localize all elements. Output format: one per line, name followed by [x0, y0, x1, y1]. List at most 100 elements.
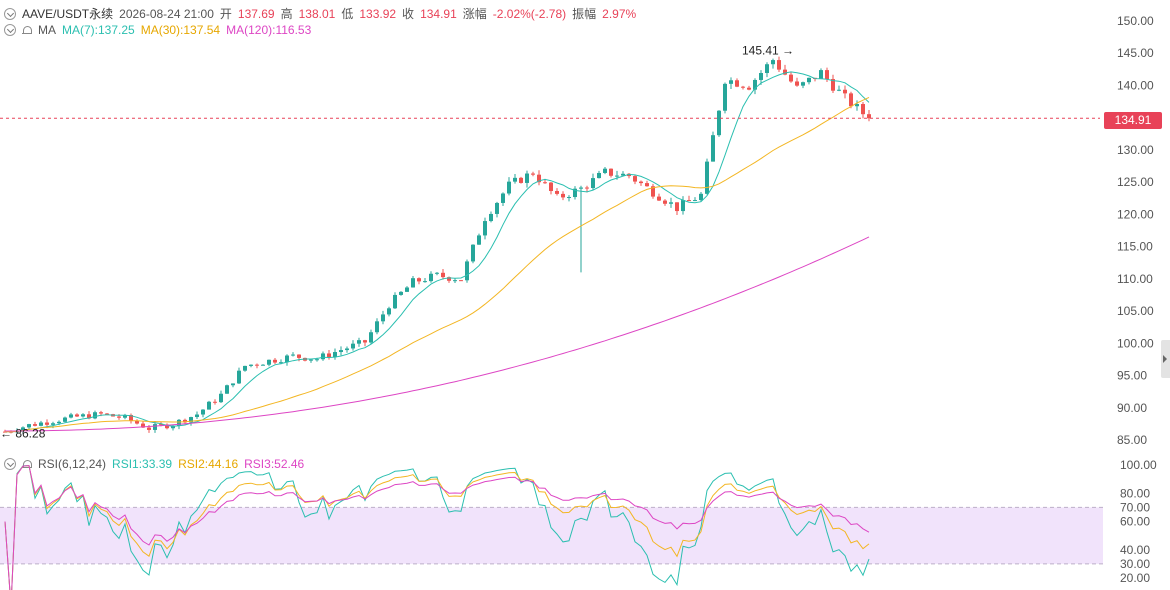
candle-body: [651, 186, 655, 197]
price-tick-label: 145.00: [1117, 46, 1154, 60]
collapse-chevron-icon[interactable]: [4, 458, 16, 470]
candle-body: [423, 281, 427, 283]
price-tick-label: 130.00: [1117, 143, 1154, 157]
candle-body: [753, 79, 757, 90]
rsi3-line: [4, 465, 870, 590]
candle-body: [219, 393, 223, 403]
change-label: 涨幅: [462, 7, 487, 21]
candle-body: [129, 414, 133, 421]
rsi-tick-label: 40.00: [1120, 543, 1150, 557]
candle-body: [585, 187, 589, 189]
rsi-label: RSI(6,12,24): [38, 457, 107, 471]
candle-body: [45, 422, 49, 425]
candle-body: [357, 340, 361, 344]
candle-body: [867, 114, 871, 119]
candle-body: [819, 70, 823, 79]
bell-icon[interactable]: [22, 25, 32, 35]
amplitude-value: 2.97%: [602, 6, 637, 21]
candle-body: [483, 221, 487, 236]
candle-body: [57, 421, 61, 424]
close-label: 收: [402, 7, 415, 21]
candle-body: [267, 359, 271, 365]
candle-body: [615, 175, 619, 177]
candle-body: [405, 287, 409, 292]
price-tick-label: 115.00: [1117, 240, 1153, 254]
candle-body: [579, 187, 583, 189]
candle-body: [69, 414, 73, 418]
candle-body: [399, 291, 403, 295]
price-tick-label: 150.00: [1117, 14, 1154, 28]
candle-body: [807, 77, 811, 83]
candle-body: [351, 343, 355, 349]
candle-body: [723, 83, 727, 111]
candle-body: [411, 278, 415, 288]
candle-body: [339, 350, 343, 353]
rsi-tick-label: 70.00: [1120, 500, 1150, 514]
candle-body: [765, 64, 769, 74]
candle-body: [261, 364, 265, 366]
candle-body: [159, 424, 163, 426]
rsi-tick-label: 80.00: [1120, 486, 1150, 500]
candle-body: [171, 425, 175, 429]
rsi2-value: RSI2:44.16: [178, 457, 239, 471]
candle-body: [195, 414, 199, 418]
candle-body: [729, 80, 733, 84]
candle-body: [393, 294, 397, 309]
candle-body: [669, 202, 673, 204]
candle-body: [789, 74, 793, 82]
candle-body: [327, 353, 331, 358]
candle-body: [573, 188, 577, 198]
collapse-chevron-icon[interactable]: [4, 24, 16, 36]
candle-body: [717, 110, 721, 136]
candle-body: [123, 414, 127, 418]
price-tick-label: 140.00: [1117, 78, 1154, 92]
collapse-chevron-icon[interactable]: [4, 7, 16, 20]
candle-body: [531, 173, 535, 175]
candle-body: [567, 197, 571, 199]
candle-body: [249, 364, 253, 366]
candle-body: [429, 273, 433, 282]
candle-body: [297, 354, 301, 358]
candle-body: [321, 353, 325, 360]
max-price-label: 145.41 →: [742, 44, 794, 58]
side-panel-handle[interactable]: [1161, 340, 1170, 378]
price-tick-label: 85.00: [1117, 433, 1147, 447]
rsi2-line: [4, 465, 870, 590]
candle-body: [687, 200, 691, 202]
candle-body: [495, 202, 499, 214]
candle-body: [621, 173, 625, 176]
min-price-label: ← 86.28: [0, 427, 46, 441]
amplitude-label: 振幅: [572, 7, 597, 21]
candle-body: [279, 362, 283, 364]
candle-body: [87, 414, 91, 419]
candle-body: [609, 168, 613, 176]
candle-body: [549, 182, 553, 192]
candle-body: [771, 60, 775, 65]
bell-icon[interactable]: [22, 459, 32, 469]
candle-body: [801, 82, 805, 86]
candle-body: [333, 352, 337, 358]
candle-body: [489, 213, 493, 222]
ma120-line: [5, 236, 870, 432]
candle-body: [639, 181, 643, 184]
low-label: 低: [341, 7, 354, 21]
candle-body: [105, 413, 109, 415]
ma30-line: [5, 96, 870, 433]
rsi1-value: RSI1:33.39: [112, 457, 173, 471]
candle-body: [519, 177, 523, 183]
candle-body: [21, 427, 25, 432]
candle-body: [627, 173, 631, 177]
candle-body: [693, 200, 697, 202]
candle-body: [117, 416, 121, 418]
candle-body: [63, 417, 67, 422]
candle-body: [831, 79, 835, 91]
price-tick-label: 120.00: [1117, 207, 1154, 221]
candle-body: [135, 420, 139, 424]
candle-body: [441, 272, 445, 278]
ma-label: MA: [38, 23, 56, 37]
datetime-label: 2026-08-24 21:00: [119, 6, 214, 21]
candle-body: [273, 359, 277, 363]
candle-body: [597, 172, 601, 179]
candle-body: [189, 417, 193, 423]
